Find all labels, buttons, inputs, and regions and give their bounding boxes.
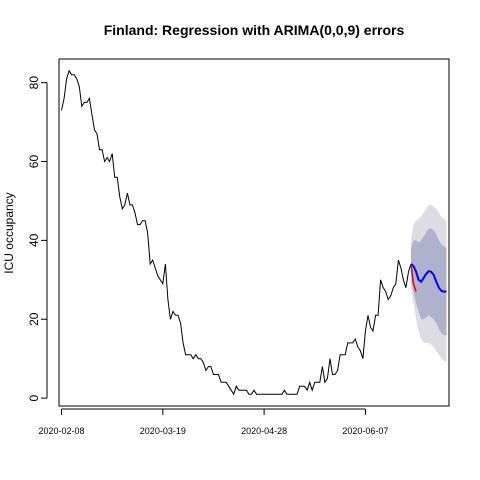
forecast-80-band [411,228,447,335]
series-lines [61,69,447,396]
y-tick-label: 40 [27,233,41,247]
fitted-line [410,263,417,292]
chart-title: Finland: Regression with ARIMA(0,0,9) er… [104,22,405,38]
x-tick-label: 2020-03-19 [140,426,186,436]
x-axis: 2020-02-08 2020-03-19 2020-04-28 2020-06-07 [39,408,388,436]
y-tick-label: 60 [27,155,41,169]
plot-frame [58,58,450,407]
x-tick-label: 2020-06-07 [342,426,388,436]
y-tick-label: 80 [27,76,41,90]
y-axis: 0 20 40 60 80 [27,76,48,401]
y-tick-label: 0 [27,394,41,401]
y-axis-label: ICU occupancy [2,192,16,273]
y-tick-label: 20 [27,312,41,326]
forecast-mean-line [410,263,447,293]
x-tick-label: 2020-02-08 [39,426,85,436]
forecast-bands [411,204,447,363]
x-tick-label: 2020-04-28 [241,426,287,436]
observed-line [61,69,412,396]
